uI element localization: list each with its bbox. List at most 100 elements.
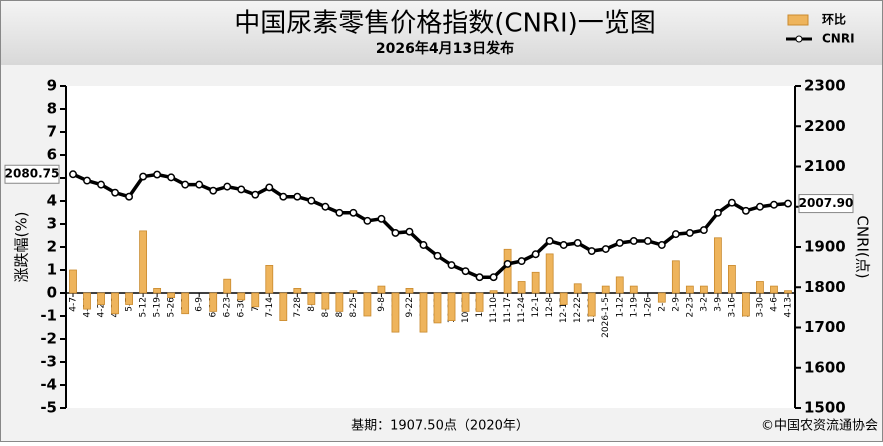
line bbox=[72, 172, 789, 279]
bar bbox=[391, 292, 400, 333]
bar bbox=[615, 276, 624, 294]
bar bbox=[97, 292, 105, 305]
point bbox=[629, 237, 638, 245]
bar bbox=[475, 292, 484, 312]
x-tick-label: 12-8 bbox=[545, 297, 555, 318]
point bbox=[489, 273, 498, 282]
plot-bg bbox=[66, 86, 795, 408]
bar bbox=[601, 285, 610, 294]
x-tick-label: 12-15 bbox=[559, 297, 569, 323]
x-tick-label: 3-9 bbox=[713, 297, 723, 312]
bar bbox=[125, 292, 133, 305]
bar bbox=[307, 292, 316, 305]
x-tick-label: 2026-1-5 bbox=[601, 297, 611, 338]
point bbox=[279, 192, 288, 201]
point bbox=[293, 192, 302, 201]
bar bbox=[573, 283, 582, 294]
point bbox=[307, 196, 316, 205]
x-tick-label: 5-12 bbox=[139, 297, 149, 317]
point bbox=[349, 208, 358, 217]
y2-tick-label: 1900 bbox=[804, 238, 846, 256]
x-tick-label: 3-2 bbox=[699, 297, 709, 312]
bar bbox=[545, 253, 554, 294]
x-tick-label: 12-1 bbox=[531, 297, 541, 317]
point bbox=[784, 199, 792, 208]
x-tick-label: 6-30 bbox=[237, 297, 247, 318]
bar bbox=[489, 290, 498, 294]
x-tick-label: 9-8 bbox=[377, 297, 387, 312]
bar bbox=[671, 260, 680, 294]
point bbox=[770, 200, 778, 209]
x-tick-label: 5-26 bbox=[167, 297, 177, 318]
bar bbox=[181, 292, 190, 315]
y-tick-label: -5 bbox=[40, 399, 57, 417]
point bbox=[447, 261, 456, 270]
y2-tick-label: 1600 bbox=[804, 358, 846, 376]
bar bbox=[461, 292, 470, 312]
x-tick-label: 11-24 bbox=[517, 297, 527, 323]
point bbox=[671, 230, 680, 239]
bar bbox=[293, 287, 302, 294]
bar bbox=[657, 292, 666, 303]
point bbox=[153, 170, 162, 179]
bar bbox=[139, 230, 148, 294]
bar bbox=[69, 269, 77, 294]
point bbox=[685, 228, 694, 237]
bar bbox=[713, 237, 722, 294]
y2-axis-label: CNRI(点) bbox=[854, 215, 872, 278]
point bbox=[321, 202, 330, 211]
x-tick-label: 2-23 bbox=[685, 297, 695, 317]
header-bg bbox=[1, 1, 882, 65]
bar bbox=[756, 281, 764, 294]
point bbox=[111, 188, 120, 197]
x-tick-label: 1-19 bbox=[629, 297, 639, 318]
y2-tick-label: 2100 bbox=[804, 157, 846, 175]
x-tick-label: 9-22 bbox=[405, 297, 415, 317]
bar bbox=[265, 264, 274, 294]
bar bbox=[335, 292, 344, 312]
point bbox=[433, 251, 442, 260]
bar bbox=[742, 292, 750, 317]
x-tick-label: 5-19 bbox=[153, 297, 163, 318]
point bbox=[601, 245, 610, 253]
y-tick-label: 1 bbox=[47, 261, 57, 279]
chart-title: 中国尿素零售价格指数(CNRI)一览图 bbox=[234, 9, 656, 39]
point bbox=[587, 247, 596, 255]
x-tick-label: 11-17 bbox=[503, 297, 513, 323]
point bbox=[419, 241, 428, 249]
bar bbox=[699, 285, 708, 294]
bar bbox=[83, 292, 91, 310]
point bbox=[517, 257, 526, 266]
bar bbox=[629, 285, 638, 294]
bar bbox=[419, 292, 428, 333]
point bbox=[573, 239, 582, 247]
y-tick-label: 2 bbox=[47, 238, 57, 256]
value-label-box bbox=[4, 164, 60, 184]
point bbox=[335, 208, 344, 217]
bar bbox=[363, 292, 372, 317]
y-tick-label: -4 bbox=[40, 376, 57, 394]
bar bbox=[784, 290, 792, 294]
bar bbox=[728, 264, 736, 294]
bar bbox=[251, 292, 260, 308]
x-tick-label: 6-23 bbox=[223, 297, 233, 317]
x-tick-label: 1-26 bbox=[643, 297, 653, 318]
point bbox=[251, 190, 260, 199]
bar bbox=[587, 292, 596, 317]
point bbox=[195, 180, 204, 189]
point bbox=[699, 226, 708, 235]
y-axis-label: 涨跌幅(%) bbox=[13, 212, 31, 283]
point bbox=[741, 206, 750, 215]
bar bbox=[377, 285, 386, 294]
y2-tick-label: 1800 bbox=[804, 278, 846, 296]
y-tick-label: 6 bbox=[47, 146, 57, 164]
chart-subtitle: 2026年4月13日发布 bbox=[376, 40, 514, 57]
y2-tick-label: 2200 bbox=[804, 117, 846, 135]
point bbox=[559, 241, 568, 249]
bar bbox=[153, 287, 162, 294]
bar bbox=[209, 292, 218, 312]
bar bbox=[559, 292, 568, 305]
y-tick-label: 4 bbox=[47, 192, 57, 210]
point bbox=[83, 176, 91, 185]
point bbox=[545, 237, 554, 245]
